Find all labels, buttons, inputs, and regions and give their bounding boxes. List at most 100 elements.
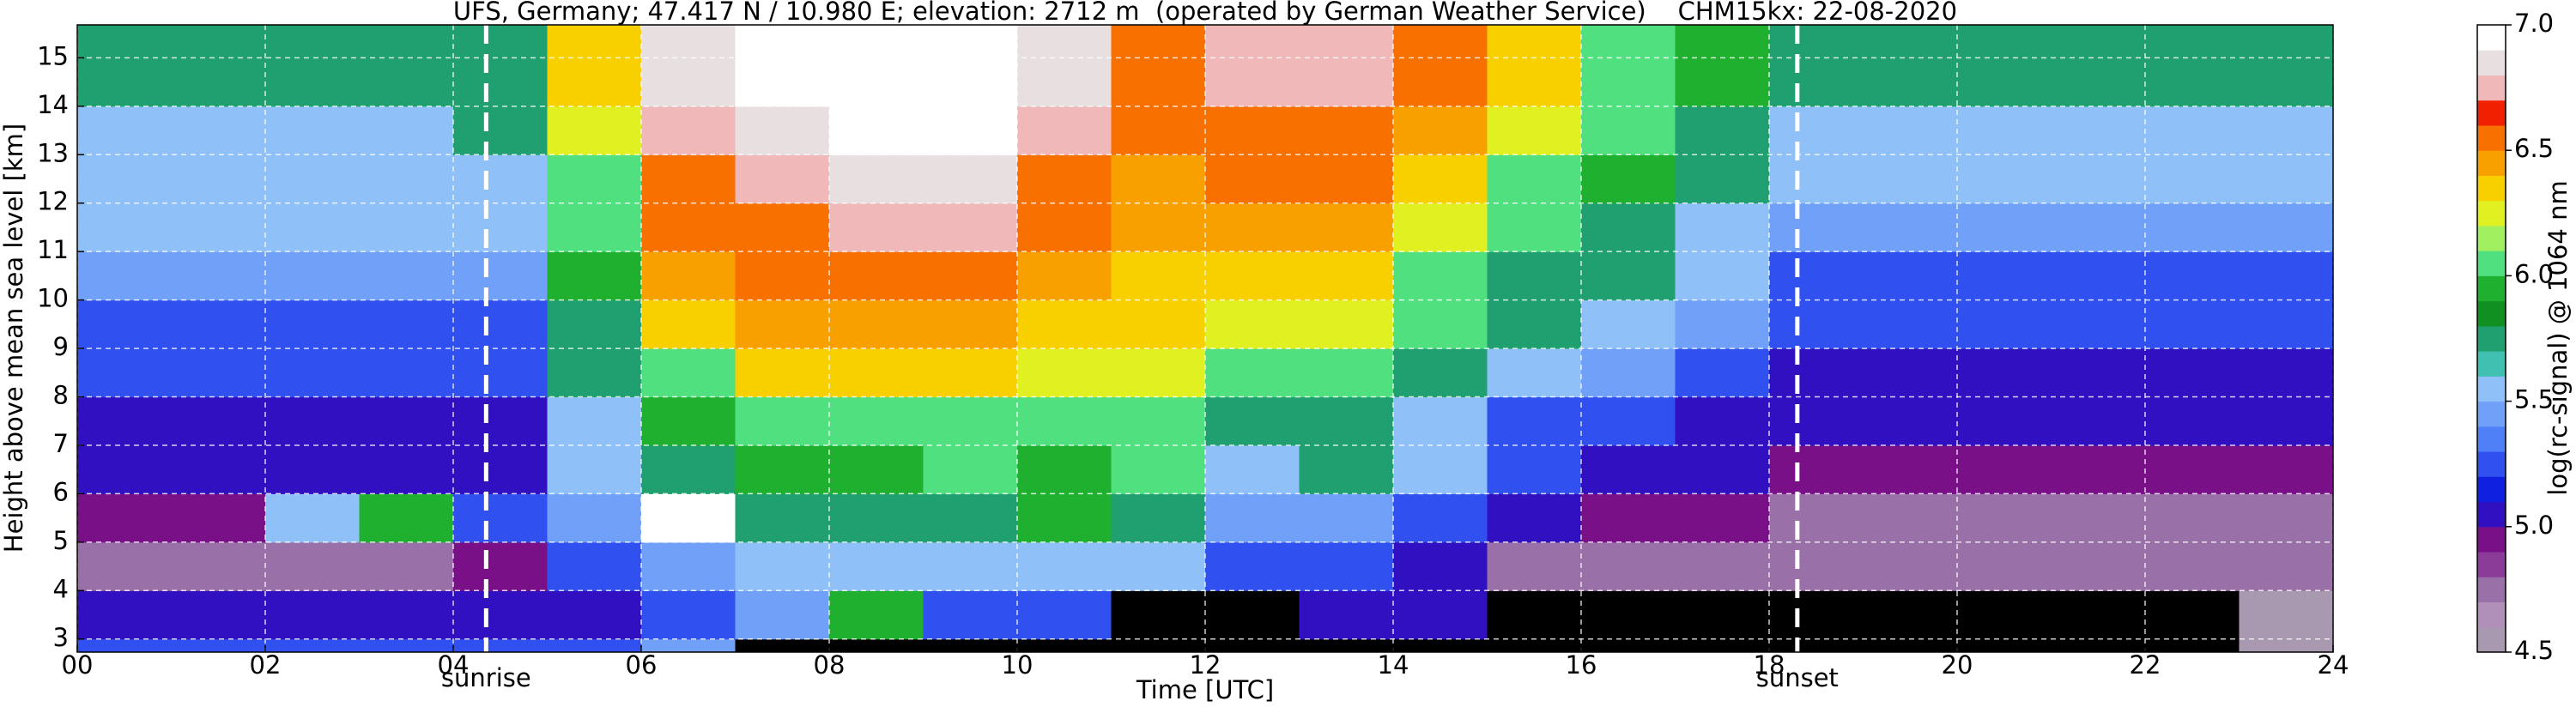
heatmap-cell bbox=[2145, 444, 2240, 494]
heatmap-cell bbox=[265, 202, 360, 252]
heatmap-cell bbox=[1393, 106, 1488, 155]
heatmap-cell bbox=[265, 251, 360, 301]
heatmap-cell bbox=[453, 444, 548, 494]
heatmap-cell bbox=[1017, 299, 1112, 349]
y-tick-label: 14 bbox=[37, 90, 69, 119]
heatmap-cell bbox=[1675, 493, 1770, 543]
heatmap-cell bbox=[1957, 638, 2052, 653]
heatmap-cell bbox=[1393, 251, 1488, 301]
heatmap-cell bbox=[1393, 590, 1488, 640]
heatmap-cell bbox=[1863, 154, 1958, 204]
x-tick-label: 24 bbox=[2318, 650, 2349, 680]
heatmap-cell bbox=[641, 25, 736, 58]
heatmap-cell bbox=[359, 493, 454, 543]
heatmap-cell bbox=[1675, 299, 1770, 349]
colorbar-segment bbox=[2477, 476, 2506, 503]
heatmap-cell bbox=[1581, 590, 1676, 640]
heatmap-cell bbox=[453, 251, 548, 301]
heatmap-cell bbox=[453, 202, 548, 252]
heatmap-cell bbox=[1769, 493, 1864, 543]
heatmap-cell bbox=[735, 493, 830, 543]
heatmap-cell bbox=[77, 25, 172, 58]
heatmap-cell bbox=[1111, 444, 1206, 494]
heatmap-cell bbox=[1205, 25, 1300, 58]
heatmap-cell bbox=[1299, 25, 1394, 58]
heatmap-cell bbox=[2145, 493, 2240, 543]
heatmap-cell bbox=[2051, 396, 2146, 446]
heatmap-cell bbox=[547, 638, 642, 653]
heatmap-cell bbox=[1957, 299, 2052, 349]
heatmap-cell bbox=[1769, 57, 1864, 107]
y-tick-label: 9 bbox=[53, 332, 69, 361]
heatmap-cell bbox=[453, 590, 548, 640]
x-tick-label: 04 bbox=[438, 650, 470, 680]
heatmap-cell bbox=[1675, 541, 1770, 591]
colorbar-segment bbox=[2477, 275, 2506, 302]
annotation-label: sunset bbox=[1756, 663, 1839, 692]
heatmap-cell bbox=[1769, 106, 1864, 155]
heatmap-cell bbox=[265, 590, 360, 640]
x-tick-label: 06 bbox=[626, 650, 658, 680]
heatmap-cell bbox=[735, 25, 830, 58]
heatmap-cell bbox=[1769, 444, 1864, 494]
heatmap-cell bbox=[1017, 202, 1112, 252]
heatmap-cell bbox=[1487, 202, 1582, 252]
heatmap-cell bbox=[1957, 25, 2052, 58]
y-axis-label: Height above mean sea level [km] bbox=[0, 124, 28, 553]
x-tick-label: 10 bbox=[1002, 650, 1033, 680]
heatmap-cell bbox=[1863, 25, 1958, 58]
heatmap-cell bbox=[453, 299, 548, 349]
heatmap-cell bbox=[923, 154, 1018, 204]
heatmap-cell bbox=[359, 590, 454, 640]
heatmap-cell bbox=[1675, 638, 1770, 653]
heatmap-cell bbox=[2239, 444, 2334, 494]
heatmap-cell bbox=[1111, 251, 1206, 301]
heatmap-cell bbox=[923, 25, 1018, 58]
heatmap-cell bbox=[265, 57, 360, 107]
heatmap-cell bbox=[1863, 299, 1958, 349]
heatmap-cell bbox=[453, 638, 548, 653]
y-tick-label: 8 bbox=[53, 381, 69, 410]
x-tick-label: 20 bbox=[1942, 650, 1973, 680]
colorbar-segment bbox=[2477, 626, 2506, 653]
heatmap-cell bbox=[2051, 251, 2146, 301]
heatmap-cell bbox=[265, 444, 360, 494]
heatmap-cell bbox=[171, 541, 266, 591]
heatmap-cell bbox=[359, 348, 454, 398]
heatmap-cell bbox=[2145, 57, 2240, 107]
heatmap-cell bbox=[2239, 348, 2334, 398]
heatmap-cell bbox=[453, 493, 548, 543]
heatmap-cell bbox=[2145, 638, 2240, 653]
heatmap-cell bbox=[171, 590, 266, 640]
heatmap-cell bbox=[1205, 590, 1300, 640]
heatmap-cell bbox=[1393, 202, 1488, 252]
heatmap-cell bbox=[2145, 590, 2240, 640]
heatmap-cell bbox=[1863, 251, 1958, 301]
heatmap-cell bbox=[171, 25, 266, 58]
colorbar-segment bbox=[2477, 451, 2506, 477]
heatmap-cell bbox=[923, 57, 1018, 107]
heatmap-cell bbox=[547, 590, 642, 640]
heatmap-cell bbox=[77, 444, 172, 494]
colorbar-segment bbox=[2477, 351, 2506, 377]
heatmap-cell bbox=[2239, 541, 2334, 591]
heatmap-cell bbox=[2051, 57, 2146, 107]
heatmap-cell bbox=[171, 57, 266, 107]
heatmap-cell bbox=[2051, 106, 2146, 155]
heatmap-cell bbox=[829, 202, 924, 252]
heatmap-cell bbox=[2051, 493, 2146, 543]
heatmap-cell bbox=[1017, 444, 1112, 494]
heatmap-cell bbox=[1017, 251, 1112, 301]
heatmap-cell bbox=[923, 396, 1018, 446]
y-tick-label: 3 bbox=[53, 623, 69, 652]
colorbar-frame bbox=[2476, 24, 2506, 653]
y-tick-label: 15 bbox=[37, 41, 69, 70]
colorbar-segment bbox=[2477, 376, 2506, 402]
colorbar-segment bbox=[2477, 601, 2506, 628]
heatmap-cell bbox=[1957, 444, 2052, 494]
heatmap-cell bbox=[1863, 444, 1958, 494]
heatmap-cell bbox=[1581, 638, 1676, 653]
heatmap-cell bbox=[641, 396, 736, 446]
colorbar-segment bbox=[2477, 124, 2506, 151]
heatmap-cell bbox=[1957, 154, 2052, 204]
